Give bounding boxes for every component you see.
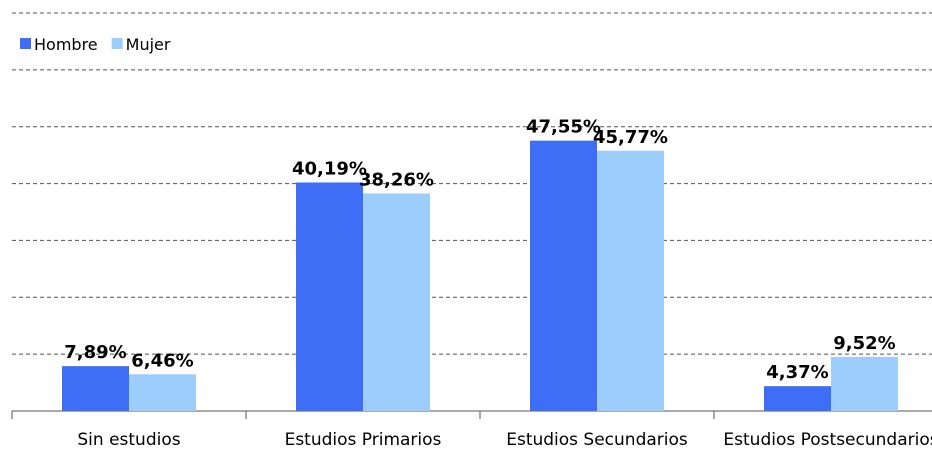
x-tick-label: Estudios Postsecundarios — [723, 430, 932, 450]
value-label: 4,37% — [766, 362, 828, 383]
value-label: 47,55% — [526, 117, 601, 138]
value-label: 9,52% — [833, 333, 895, 354]
bar — [363, 193, 430, 411]
bar — [764, 386, 831, 411]
value-label: 45,77% — [593, 127, 668, 148]
value-label: 40,19% — [292, 158, 367, 179]
legend-swatch — [111, 38, 123, 49]
legend-label: Hombre — [34, 35, 98, 54]
bar — [831, 356, 898, 411]
x-tick-label: Sin estudios — [77, 430, 181, 450]
legend-swatch — [20, 38, 31, 49]
x-tick-label: Estudios Secundarios — [506, 430, 688, 450]
bar — [597, 150, 664, 411]
bar — [296, 182, 363, 411]
bar — [129, 374, 196, 411]
bar — [530, 140, 597, 411]
value-label: 7,89% — [64, 342, 126, 363]
value-label: 38,26% — [359, 169, 434, 190]
value-label: 6,46% — [131, 350, 193, 371]
x-tick-label: Estudios Primarios — [284, 430, 442, 450]
legend-label: Mujer — [126, 35, 171, 54]
bar — [62, 366, 129, 411]
